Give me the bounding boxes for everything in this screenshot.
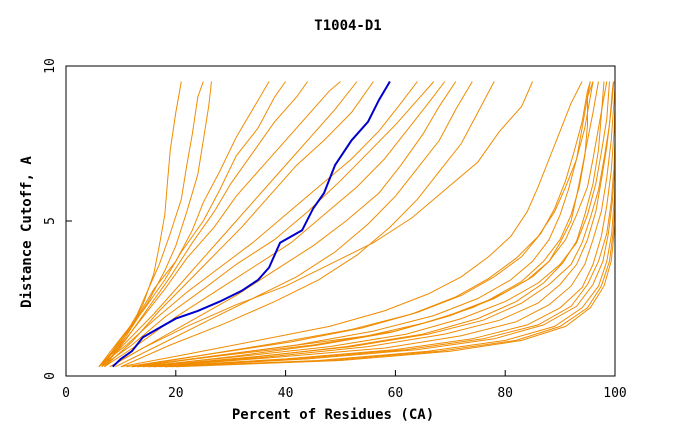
y-tick-label: 5 [43, 217, 58, 225]
curve-series-10 [98, 81, 418, 368]
curve-series-13 [109, 81, 457, 368]
curve-series-34 [131, 81, 591, 368]
highlight-curve [112, 80, 391, 368]
y-axis-label-group: Distance Cutoff, A [19, 156, 35, 308]
curve-series-24 [159, 140, 616, 368]
curve-series-3 [103, 81, 212, 367]
curve-series-30 [120, 81, 583, 368]
curve-series-32 [142, 81, 591, 368]
x-tick-label: 60 [388, 386, 404, 401]
curve-series-4 [98, 81, 270, 368]
curve-series-16 [109, 81, 534, 368]
x-tick-label: 40 [278, 386, 294, 401]
x-tick-label: 0 [62, 386, 70, 401]
curve-series-1 [98, 81, 182, 368]
curve-series-26 [164, 180, 616, 368]
curve-series-15 [120, 81, 495, 368]
curve-series-14 [115, 81, 473, 368]
curve-series-group [98, 81, 616, 368]
curve-series-23 [153, 106, 616, 368]
curve-series-25 [164, 165, 616, 368]
curve-series-11 [101, 81, 435, 368]
y-tick-label: 0 [43, 372, 58, 380]
curve-series-6 [104, 81, 309, 368]
curve-series-7 [98, 81, 341, 368]
curve-series-27 [170, 202, 616, 368]
x-axis-label: Percent of Residues (CA) [232, 407, 434, 423]
curve-series-31 [137, 81, 594, 368]
curve-series-18 [131, 81, 608, 368]
x-tick-label: 20 [168, 386, 184, 401]
curve-series-21 [148, 81, 615, 368]
x-tick-label: 80 [497, 386, 513, 401]
curve-series-5 [101, 81, 287, 367]
curve-series-8 [101, 81, 358, 368]
curve-series-33 [148, 81, 605, 368]
curve-series-22 [153, 87, 616, 368]
highlight-series-group [112, 80, 391, 368]
curve-series-19 [137, 81, 610, 368]
curve-series-28 [175, 224, 616, 368]
curve-series-9 [104, 81, 374, 368]
curve-series-2 [101, 81, 204, 368]
x-tick-label: 100 [603, 386, 626, 401]
plot-frame [65, 65, 616, 377]
curve-series-29 [126, 81, 594, 368]
y-axis-label: Distance Cutoff, A [19, 156, 35, 308]
chart-title: T1004-D1 [314, 18, 381, 34]
y-tick-label: 10 [43, 58, 58, 74]
